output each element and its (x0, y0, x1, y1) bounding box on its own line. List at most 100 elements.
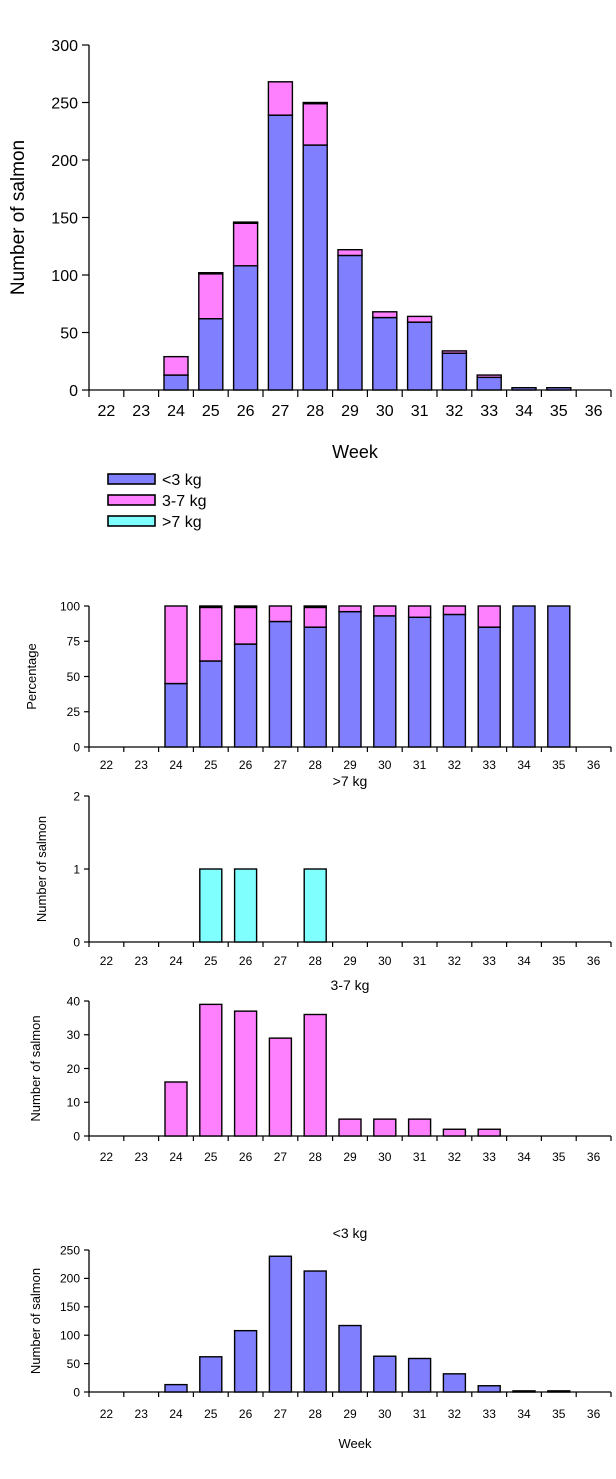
x-tick-label: 25 (204, 758, 218, 772)
y-axis-label: Percentage (24, 643, 39, 710)
x-tick-label: 26 (237, 403, 255, 420)
x-tick-label: 26 (239, 758, 253, 772)
x-tick-label: 24 (167, 403, 185, 420)
bar-3kg-week-31 (406, 321, 433, 391)
x-tick-label: 31 (413, 954, 427, 968)
x-tick-label: 34 (517, 758, 531, 772)
bar-series0-week-26 (233, 1329, 258, 1393)
bar-series0-week-25 (199, 1003, 223, 1137)
bar-3kg-week-27 (268, 620, 293, 748)
legend: <3 kg 3-7 kg >7 kg (107, 472, 206, 531)
bar-series0-week-25 (199, 1356, 223, 1393)
x-tick-label: 27 (272, 403, 290, 420)
bars (199, 868, 327, 943)
bar-series0-week-34 (512, 1390, 536, 1393)
x-tick-label: 35 (552, 758, 566, 772)
bar-3kg-week-30 (372, 316, 398, 391)
bar-3kg-week-24 (163, 374, 189, 391)
x-tick-label: 31 (411, 403, 429, 420)
x-tick-label: 33 (483, 1150, 497, 1164)
y-tick-label: 50 (67, 670, 81, 684)
legend-swatch-2 (107, 515, 156, 527)
bar-7kg-week-26 (232, 221, 259, 224)
bar-3kg-week-25 (198, 318, 224, 391)
bar-series0-week-32 (442, 1373, 467, 1393)
x-tick-label: 29 (343, 758, 357, 772)
bar-3kg-week-33 (476, 376, 502, 391)
x-tick-label: 23 (135, 758, 149, 772)
bar-37kg-week-29 (337, 248, 363, 257)
bar-3kg-week-25 (199, 660, 223, 748)
bar-37kg-week-30 (372, 311, 398, 319)
bar-3kg-week-34 (511, 387, 537, 391)
bar-3kg-week-28 (303, 626, 327, 748)
x-tick-label: 34 (517, 1407, 531, 1421)
legend-label-2: >7 kg (162, 514, 202, 531)
x-tick-label: 30 (378, 954, 392, 968)
x-tick-label: 25 (202, 403, 220, 420)
x-tick-label: 36 (587, 1407, 601, 1421)
x-tick-label: 32 (446, 403, 464, 420)
y-tick-label: 250 (51, 95, 78, 112)
bar-37kg-week-24 (163, 355, 189, 376)
bar-3kg-week-28 (302, 144, 328, 391)
x-axis-label: Week (339, 1436, 372, 1451)
bar-series0-week-31 (407, 1357, 432, 1393)
y-tick-label: 100 (60, 1329, 80, 1343)
bar-series0-week-31 (407, 1118, 432, 1137)
bar-37kg-week-31 (406, 315, 433, 323)
bar-37kg-week-25 (199, 606, 223, 662)
y-tick-label: 0 (73, 740, 80, 754)
bar-3kg-week-24 (164, 682, 188, 748)
x-tick-label: 32 (448, 1150, 462, 1164)
chart-title: >7 kg (333, 773, 368, 789)
chart-panel-4: <3 kg 0 50 100 150 200 250 22 23 24 25 26 27 28 29 30 31… (28, 1225, 612, 1451)
y-tick-label: 250 (60, 1243, 80, 1257)
y-tick-label: 0 (69, 383, 78, 400)
y-tick-label: 0 (73, 1129, 80, 1143)
y-tick-label: 200 (60, 1272, 80, 1286)
x-tick-label: 22 (100, 758, 114, 772)
bar-series0-week-33 (477, 1128, 501, 1137)
bar-37kg-week-28 (303, 606, 327, 628)
x-tick-label: 30 (378, 1407, 392, 1421)
x-tick-label: 34 (515, 403, 533, 420)
x-tick-label: 30 (378, 1150, 392, 1164)
x-tick-label: 22 (100, 954, 114, 968)
y-tick-label: 150 (60, 1300, 80, 1314)
x-tick-label: 27 (274, 758, 288, 772)
x-tick-label: 35 (552, 1407, 566, 1421)
x-tick-label: 23 (135, 1407, 149, 1421)
bar-series0-week-30 (373, 1355, 397, 1393)
bar-series0-week-28 (303, 1013, 327, 1137)
y-tick-label: 1 (73, 862, 80, 876)
y-tick-label: 150 (51, 210, 78, 227)
x-tick-label: 32 (448, 758, 462, 772)
bar-7kg-week-25 (199, 605, 223, 609)
legend-label-0: <3 kg (162, 472, 202, 489)
x-tick-label: 22 (100, 1407, 114, 1421)
x-tick-label: 28 (309, 758, 323, 772)
x-tick-label: 31 (413, 1407, 427, 1421)
bar-37kg-week-28 (302, 102, 328, 146)
bar-7kg-week-26 (233, 605, 258, 609)
y-tick-label: 30 (67, 1028, 81, 1042)
x-tick-label: 34 (517, 954, 531, 968)
bar-series0-week-32 (442, 1128, 467, 1137)
y-tick-label: 300 (51, 38, 78, 55)
bar-37kg-week-25 (198, 273, 224, 320)
x-tick-label: 29 (341, 403, 359, 420)
y-tick-label: 40 (67, 994, 81, 1008)
x-tick-label: 26 (239, 1150, 253, 1164)
bar-series0-week-25 (199, 868, 223, 943)
x-tick-label: 30 (376, 403, 394, 420)
x-tick-label: 36 (587, 758, 601, 772)
y-tick-label: 25 (67, 705, 81, 719)
bar-3kg-week-26 (233, 643, 258, 748)
x-tick-label: 33 (483, 1407, 497, 1421)
bar-series0-week-28 (303, 868, 327, 943)
y-tick-label: 50 (60, 325, 78, 342)
chart-panel-1: 0 25 50 75 100 22 23 24 25 26 27 28 29 30 31 32 33 34 35 36… (24, 599, 612, 772)
